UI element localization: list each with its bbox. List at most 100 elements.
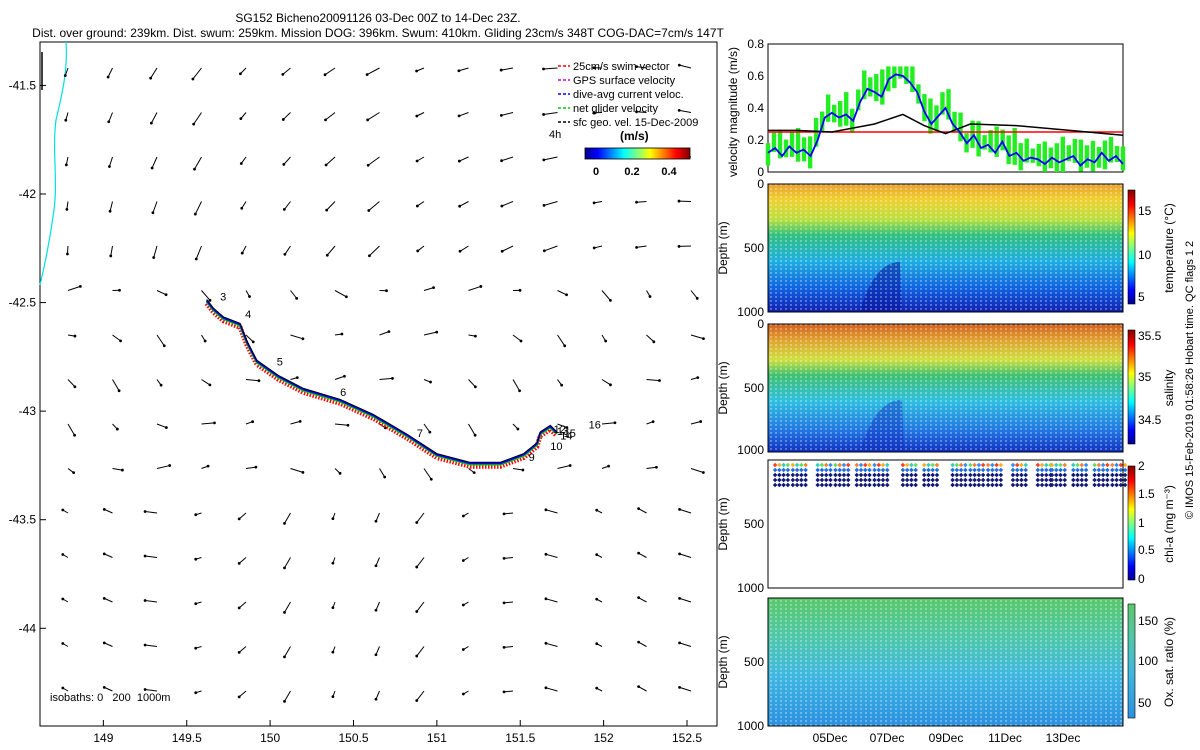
current-arrow <box>192 112 202 126</box>
current-arrow <box>646 465 658 469</box>
velocity-ytick-2: 0.4 <box>747 101 764 115</box>
salinity-cbar-tick-0: 34.5 <box>1138 413 1162 427</box>
current-arrow <box>108 201 113 213</box>
chla-sample <box>872 482 877 488</box>
chla-sample <box>1058 477 1063 483</box>
velocity-bar <box>1054 143 1060 172</box>
current-arrow <box>64 112 69 122</box>
current-arrow <box>374 646 380 657</box>
oxygen-panel: 500 1000 Depth (m) 50 100 150 Ox. sat. r… <box>716 597 1176 745</box>
chla-sample <box>1010 467 1016 473</box>
chla-sample <box>777 462 782 468</box>
velocity-bar <box>958 112 963 142</box>
chla-sample <box>985 462 991 468</box>
current-arrow <box>379 330 391 336</box>
velocity-bar <box>1012 128 1017 165</box>
chla-sample <box>1049 462 1055 468</box>
chla-sample <box>976 467 982 473</box>
chla-cbar-tick-4: 2 <box>1138 459 1145 473</box>
current-arrow <box>678 685 692 692</box>
current-arrow <box>290 376 299 380</box>
chla-sample <box>1058 462 1063 468</box>
salinity-panel: 0 500 1000 Depth (m) 34.5 35 35.5 salini… <box>716 317 1176 457</box>
chla-sample <box>904 472 910 478</box>
current-arrow <box>112 379 121 393</box>
current-arrow <box>678 641 692 647</box>
current-arrow <box>678 507 692 514</box>
chla-sample <box>854 467 860 473</box>
chla-sample <box>790 472 796 478</box>
chla-sample <box>1118 467 1124 473</box>
chla-sample <box>823 482 829 488</box>
current-arrow <box>237 601 247 610</box>
map-ytick-label: -41.5 <box>9 78 37 92</box>
current-arrow <box>677 63 692 69</box>
current-arrow <box>152 245 158 259</box>
current-arrow <box>601 379 612 387</box>
chla-sample <box>1010 477 1016 483</box>
chla-frame <box>768 460 1123 588</box>
chla-sample <box>1023 472 1028 478</box>
current-arrow <box>201 290 212 302</box>
current-arrow <box>201 334 207 343</box>
chla-sample <box>926 472 931 478</box>
current-arrow <box>282 201 291 211</box>
chla-sample <box>926 482 931 488</box>
chla-sample <box>841 462 847 468</box>
chla-sample <box>1110 472 1115 478</box>
chla-sample <box>858 467 864 473</box>
chla-sample <box>819 477 825 483</box>
current-arrow <box>601 421 617 425</box>
chla-sample <box>845 477 851 483</box>
track-geo-velocity <box>206 299 558 463</box>
salinity-cbar-tick-2: 35.5 <box>1138 329 1162 343</box>
velocity-ylabel: velocity magnitude (m/s) <box>726 47 740 177</box>
temperature-ytick-1: 500 <box>744 241 764 255</box>
chla-sample <box>803 467 808 473</box>
current-arrow <box>102 685 113 692</box>
current-arrow <box>690 334 705 341</box>
current-arrow <box>544 597 558 603</box>
figure-subtitle: Dist. over ground: 239km. Dist. swum: 25… <box>32 26 724 40</box>
current-arrow <box>283 512 291 525</box>
chla-sample <box>900 467 906 473</box>
chla-sample <box>930 477 935 483</box>
chla-sample <box>994 482 999 488</box>
chla-sample <box>934 472 940 478</box>
chla-sample <box>799 472 804 478</box>
current-arrow <box>194 557 202 561</box>
chla-sample <box>985 467 991 473</box>
current-arrow <box>415 601 425 613</box>
current-arrow <box>379 289 388 293</box>
chla-sample <box>1014 482 1020 488</box>
chla-sample <box>963 462 968 468</box>
chla-sample <box>990 477 995 483</box>
current-arrow <box>102 552 113 558</box>
chla-sample <box>799 477 804 483</box>
chla-sample <box>833 482 838 488</box>
chla-sample <box>781 482 786 488</box>
velocity-bar <box>1090 140 1096 172</box>
chla-sample <box>867 467 872 473</box>
chla-sample <box>1096 477 1102 483</box>
current-arrow <box>290 468 305 474</box>
date-tick-09dec: 09Dec <box>929 731 964 745</box>
chla-sample <box>990 482 995 488</box>
chla-sample <box>980 472 986 478</box>
chla-sample <box>1118 472 1124 478</box>
current-arrow <box>458 245 469 253</box>
chla-sample <box>900 477 906 483</box>
current-arrow <box>156 290 168 297</box>
chla-sample <box>1114 472 1119 478</box>
track-day-label: 14 <box>560 430 572 442</box>
current-arrow <box>194 690 202 695</box>
current-arrow <box>595 508 603 514</box>
current-arrow <box>324 112 336 122</box>
current-arrow <box>61 508 69 514</box>
chla-sample <box>854 462 860 468</box>
map-xtick-label: 151.5 <box>505 731 535 745</box>
track-day-label: 10 <box>550 441 562 453</box>
chla-sample <box>913 477 918 483</box>
chla-sample <box>976 462 982 468</box>
